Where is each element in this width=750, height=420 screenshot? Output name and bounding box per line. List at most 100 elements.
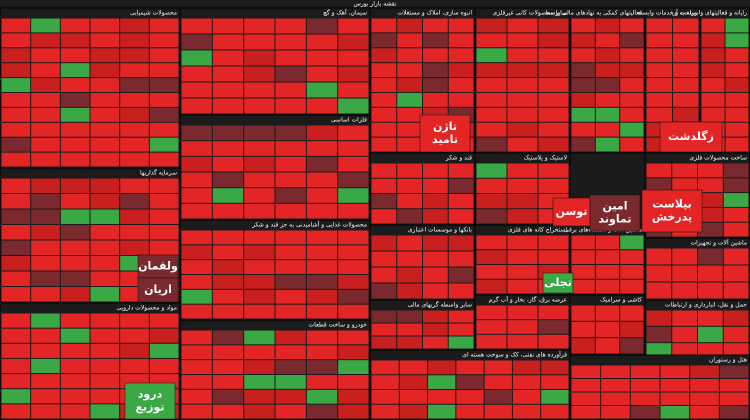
stock-tile xyxy=(507,33,538,48)
stock-tile xyxy=(60,122,90,137)
stock-tile xyxy=(541,404,569,419)
highlight-label: تماوند xyxy=(599,213,632,226)
stock-tile xyxy=(448,283,474,299)
stock-tile xyxy=(60,33,90,48)
stock-tile xyxy=(60,240,90,255)
stock-tile xyxy=(181,360,212,374)
sector: سایر واسطه گریهای مالی xyxy=(369,299,476,351)
stock-tile xyxy=(1,152,31,167)
stock-tile xyxy=(698,248,723,265)
stock-tile xyxy=(306,141,338,156)
highlight-label: بپلاست xyxy=(652,198,691,211)
stock-tile xyxy=(181,275,212,289)
stock-tile xyxy=(212,404,244,419)
stock-tile xyxy=(423,48,448,63)
stock-tile xyxy=(672,163,697,178)
highlight-tile xyxy=(641,189,703,233)
stock-tile xyxy=(212,141,244,156)
stock-tile xyxy=(673,33,699,48)
stock-tile xyxy=(476,250,507,264)
stock-tile xyxy=(90,93,120,107)
stock-tile xyxy=(31,48,60,63)
stock-tile xyxy=(120,343,149,358)
stock-tile xyxy=(149,93,179,107)
stock-tile xyxy=(371,178,397,193)
stock-tile xyxy=(181,34,212,50)
stock-tile xyxy=(423,283,448,299)
stock-tile xyxy=(371,18,397,33)
stock-tile xyxy=(244,98,275,114)
stock-tile xyxy=(672,248,697,265)
stock-tile xyxy=(630,406,660,419)
stock-tile xyxy=(538,235,569,250)
stock-tile xyxy=(456,360,484,375)
sector-title: ماشین آلات و تجهیزات xyxy=(690,238,747,247)
stock-tile xyxy=(181,304,212,319)
stock-tile xyxy=(595,338,620,354)
stock-tile xyxy=(338,98,369,114)
stock-tile xyxy=(1,18,31,33)
stock-tile xyxy=(31,33,60,48)
stock-tile xyxy=(371,63,397,78)
stock-tile xyxy=(538,33,569,48)
stock-tile xyxy=(571,78,595,92)
sector-title: هتل و رستوران xyxy=(709,357,747,364)
stock-tile xyxy=(90,78,120,92)
stock-tile xyxy=(181,66,212,82)
sector-title: خودرو و ساخت قطعات xyxy=(308,322,367,329)
stock-tile xyxy=(571,48,595,63)
stock-tile xyxy=(306,389,338,404)
stock-tile xyxy=(60,374,90,389)
stock-tile xyxy=(90,152,120,167)
stock-tile xyxy=(181,141,212,156)
stock-tile xyxy=(90,256,120,271)
stock-tile xyxy=(275,18,306,34)
stock-tile xyxy=(31,374,60,389)
stock-tile xyxy=(448,267,474,283)
stock-tile xyxy=(571,137,595,152)
stock-tile xyxy=(306,345,338,360)
stock-tile xyxy=(476,18,507,33)
highlight-tile xyxy=(419,114,471,153)
highlight-label: امین xyxy=(603,200,628,213)
stock-tile xyxy=(701,78,725,92)
stock-tile xyxy=(571,321,595,338)
stock-tile xyxy=(571,279,595,294)
stock-tile xyxy=(456,375,484,389)
stock-tile xyxy=(571,63,595,78)
stock-tile xyxy=(212,18,244,34)
sector: فلزات اساسی xyxy=(179,114,371,221)
stock-tile xyxy=(244,82,275,98)
stock-tile xyxy=(90,328,120,343)
stock-tile xyxy=(571,406,601,419)
stock-tile xyxy=(371,209,397,224)
stock-tile xyxy=(448,78,474,92)
stock-tile xyxy=(620,305,644,321)
stock-tile xyxy=(306,260,338,274)
stock-tile xyxy=(60,93,90,107)
stock-tile xyxy=(1,404,31,419)
stock-tile xyxy=(212,260,244,274)
stock-tile xyxy=(595,48,620,63)
stock-tile xyxy=(698,193,723,207)
stock-tile xyxy=(476,235,507,250)
stock-tile xyxy=(212,34,244,50)
stock-tile xyxy=(306,245,338,260)
stock-tile xyxy=(338,260,369,274)
stock-tile xyxy=(212,188,244,203)
stock-tile xyxy=(338,389,369,404)
stock-tile xyxy=(725,63,749,78)
stock-tile xyxy=(397,323,422,336)
sector-title: سایر محصولات کانی غیرفلزی xyxy=(493,10,568,17)
stock-tile xyxy=(244,230,275,245)
stock-tile xyxy=(90,389,120,404)
stock-tile xyxy=(397,178,422,193)
stock-tile xyxy=(698,326,723,343)
stock-tile xyxy=(723,193,749,207)
stock-tile xyxy=(538,122,569,137)
stock-tile xyxy=(275,230,306,245)
stock-tile xyxy=(448,251,474,267)
stock-tile xyxy=(476,178,507,193)
stock-tile xyxy=(538,163,569,178)
stock-tile xyxy=(306,304,338,319)
